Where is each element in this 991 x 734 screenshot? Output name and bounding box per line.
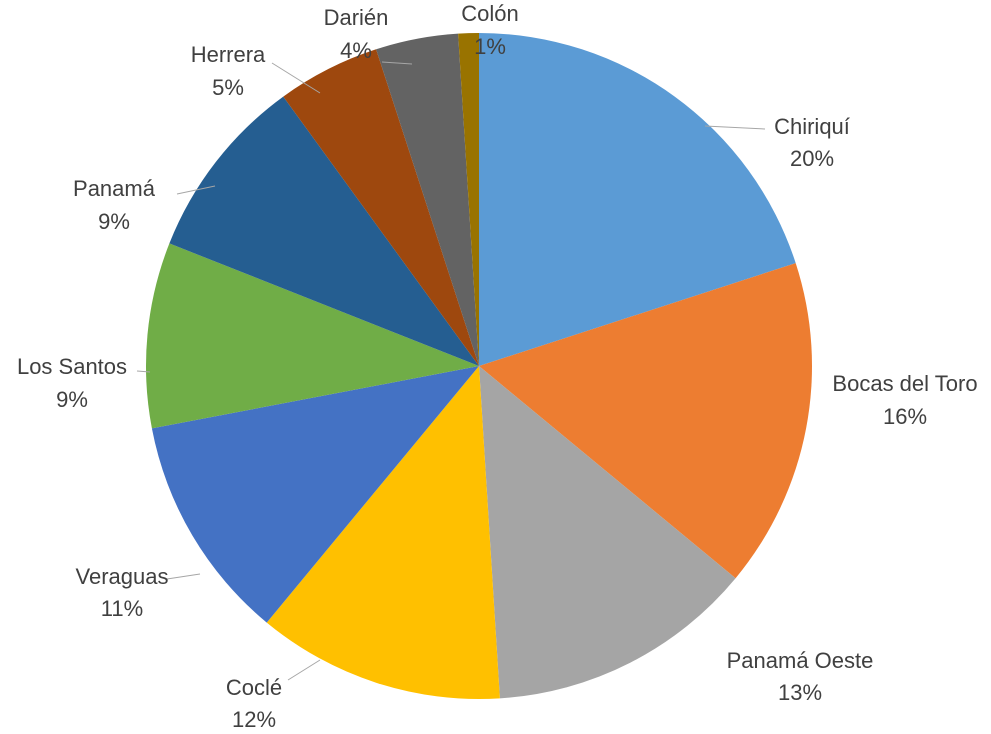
value-label-bocas-del-toro: 16% [883, 404, 927, 429]
leader-lines-layer [136, 61, 766, 681]
pie-slice-darien [376, 33, 479, 366]
category-label-veraguas: Veraguas [76, 564, 169, 589]
category-label-cocle: Coclé [226, 675, 282, 700]
category-label-los-santos: Los Santos [17, 354, 127, 379]
category-label-herrera: Herrera [191, 42, 266, 67]
category-label-panama-oeste: Panamá Oeste [727, 648, 874, 673]
pie-slice-cocle [266, 366, 500, 699]
category-label-bocas-del-toro: Bocas del Toro [832, 371, 977, 396]
slices-layer [146, 33, 812, 699]
value-label-herrera: 5% [212, 75, 244, 100]
value-label-chiriqui: 20% [790, 146, 834, 171]
leader-line-cocle [287, 659, 321, 681]
leader-line-panama [176, 185, 216, 195]
pie-slice-colon [458, 33, 479, 366]
value-label-colon: 1% [474, 34, 506, 59]
pie-slice-herrera [283, 49, 479, 366]
value-label-panama-oeste: 13% [778, 680, 822, 705]
value-label-cocle: 12% [232, 707, 276, 732]
labels-layer: Chiriquí 20% Bocas del Toro 16% Panamá Oeste… [17, 1, 978, 732]
category-label-colon: Colón [461, 1, 518, 26]
leader-line-chiriqui [704, 125, 766, 130]
value-label-veraguas: 11% [101, 596, 143, 621]
pie-slice-chiriqui [479, 33, 796, 366]
category-label-panama: Panamá [73, 176, 156, 201]
value-label-darien: 4% [340, 38, 372, 63]
pie-slice-panama [169, 96, 479, 366]
pie-slice-los-santos [146, 243, 479, 429]
pie-slice-panama-oeste [479, 366, 736, 699]
value-label-los-santos: 9% [56, 387, 88, 412]
category-label-chiriqui: Chiriquí [774, 114, 850, 139]
leader-line-los-santos [136, 370, 151, 373]
pie-slice-bocas-del-toro [479, 263, 812, 579]
category-label-darien: Darién [324, 5, 389, 30]
leader-line-veraguas [166, 573, 201, 580]
leader-line-darien [381, 61, 413, 65]
pie-slice-veraguas [151, 366, 479, 623]
value-label-panama: 9% [98, 209, 130, 234]
leader-line-herrera [271, 62, 321, 94]
